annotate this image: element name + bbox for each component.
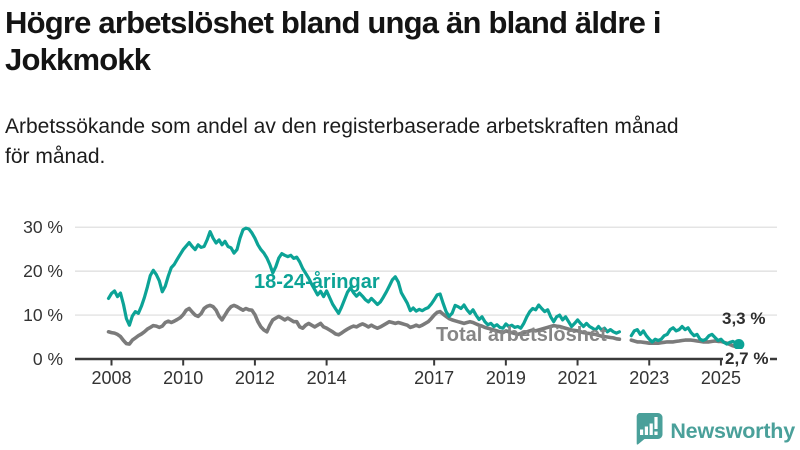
y-axis-label: 30 %: [23, 217, 63, 237]
x-axis-label: 2023: [629, 368, 669, 388]
y-axis-label: 20 %: [23, 261, 63, 281]
x-axis-label: 2008: [91, 368, 131, 388]
x-axis-label: 2019: [486, 368, 526, 388]
chart-title: Högre arbetslöshet bland unga än bland ä…: [5, 4, 797, 78]
x-axis-label: 2014: [307, 368, 347, 388]
x-axis-label: 2012: [235, 368, 275, 388]
series-line-youth: [629, 324, 741, 347]
end-value-label-youth: 3,3 %: [722, 309, 766, 328]
newsworthy-logo: Newsworthy: [633, 412, 795, 450]
x-axis-label: 2010: [163, 368, 203, 388]
chart-subtitle: Arbetssökande som andel av den registerb…: [5, 112, 795, 172]
chart-title-line2: Jokkmokk: [5, 42, 151, 77]
chart-subtitle-line1: Arbetssökande som andel av den registerb…: [5, 115, 679, 138]
series-label-youth: 18-24-åringar: [254, 271, 380, 293]
series-label-total: Total arbetslöshet: [436, 324, 607, 346]
chart-subtitle-line2: för månad.: [5, 145, 106, 168]
end-dot: [733, 339, 745, 351]
x-axis-label: 2025: [701, 368, 741, 388]
y-axis-label: 0 %: [33, 349, 63, 369]
y-axis-label: 10 %: [23, 305, 63, 325]
newsworthy-logo-text: Newsworthy: [670, 418, 795, 443]
end-value-label-total: 2,7 %: [723, 349, 771, 369]
x-axis-label: 2021: [558, 368, 598, 388]
newsworthy-logo-icon: [633, 412, 663, 450]
series-line-youth: [106, 226, 622, 335]
series-line-total: [106, 303, 622, 346]
chart-title-line1: Högre arbetslöshet bland unga än bland ä…: [5, 5, 661, 40]
x-axis-label: 2017: [414, 368, 454, 388]
